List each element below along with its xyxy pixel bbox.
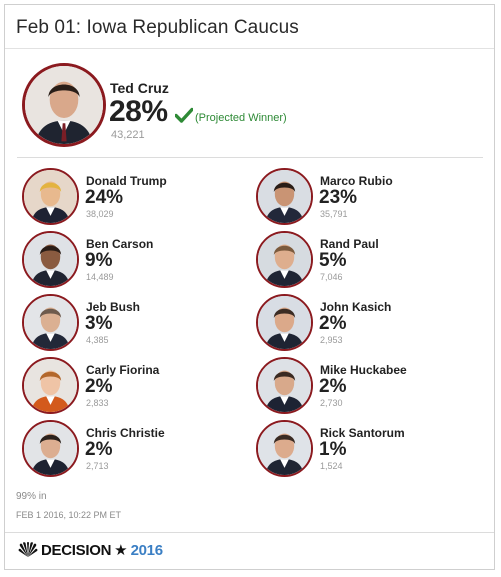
reporting-status: 99% in xyxy=(16,491,47,502)
candidate-votes: 4,385 xyxy=(86,335,109,345)
candidate-avatar xyxy=(256,168,313,225)
candidate-votes: 14,489 xyxy=(86,272,114,282)
divider xyxy=(17,157,483,158)
candidate-name: John Kasich xyxy=(320,300,392,314)
candidate-item: Marco Rubio 23% 35,791 xyxy=(256,168,486,230)
candidate-votes: 2,833 xyxy=(86,398,109,408)
brand-star: ★ xyxy=(114,542,128,559)
portrait-icon xyxy=(24,422,77,475)
portrait-icon xyxy=(258,422,311,475)
candidate-votes: 38,029 xyxy=(86,209,114,219)
portrait-icon xyxy=(258,359,311,412)
candidate-avatar xyxy=(256,294,313,351)
portrait-icon xyxy=(24,170,77,223)
winner-percent: 28% xyxy=(109,95,168,128)
candidate-name: Ben Carson xyxy=(86,237,154,251)
winner-avatar xyxy=(22,63,106,147)
candidate-percent: 2% xyxy=(85,376,113,397)
candidate-avatar xyxy=(22,294,79,351)
portrait-icon xyxy=(24,233,77,286)
candidate-avatar xyxy=(256,420,313,477)
candidate-votes: 1,524 xyxy=(320,461,343,471)
candidate-percent: 2% xyxy=(319,313,347,334)
candidate-item: Chris Christie 2% 2,713 xyxy=(22,420,252,482)
peacock-icon xyxy=(18,542,38,557)
candidate-name: Rick Santorum xyxy=(320,426,405,440)
portrait-icon xyxy=(258,296,311,349)
candidate-item: Carly Fiorina 2% 2,833 xyxy=(22,357,252,419)
portrait-icon xyxy=(258,170,311,223)
winner-votes: 43,221 xyxy=(111,129,145,141)
candidate-item: Ben Carson 9% 14,489 xyxy=(22,231,252,293)
candidate-avatar xyxy=(22,231,79,288)
candidate-percent: 2% xyxy=(85,439,113,460)
candidate-votes: 2,730 xyxy=(320,398,343,408)
brand-decision: DECISION xyxy=(41,541,112,559)
check-icon xyxy=(175,107,193,123)
candidate-item: Jeb Bush 3% 4,385 xyxy=(22,294,252,356)
portrait-icon xyxy=(24,359,77,412)
candidate-percent: 2% xyxy=(319,376,347,397)
candidate-name: Carly Fiorina xyxy=(86,363,160,377)
brand-year: 2016 xyxy=(130,541,163,559)
candidate-votes: 35,791 xyxy=(320,209,348,219)
candidate-percent: 3% xyxy=(85,313,113,334)
card-header: Feb 01: Iowa Republican Caucus xyxy=(5,5,494,49)
brand-footer: DECISION ★ 2016 xyxy=(17,540,163,560)
timestamp: FEB 1 2016, 10:22 PM ET xyxy=(16,510,122,520)
candidate-name: Donald Trump xyxy=(86,174,167,188)
candidate-avatar xyxy=(256,357,313,414)
footer-divider xyxy=(5,532,494,533)
portrait-icon xyxy=(24,296,77,349)
candidate-item: Rick Santorum 1% 1,524 xyxy=(256,420,486,482)
projected-winner-label: (Projected Winner) xyxy=(195,112,287,124)
candidate-name: Jeb Bush xyxy=(86,300,141,314)
candidate-item: Mike Huckabee 2% 2,730 xyxy=(256,357,486,419)
candidate-item: John Kasich 2% 2,953 xyxy=(256,294,486,356)
results-card: Feb 01: Iowa Republican Caucus Ted Cruz … xyxy=(4,4,495,570)
candidate-percent: 5% xyxy=(319,250,347,271)
candidate-percent: 9% xyxy=(85,250,113,271)
candidate-avatar xyxy=(22,168,79,225)
candidate-avatar xyxy=(22,420,79,477)
candidate-percent: 23% xyxy=(319,187,358,208)
page-title: Feb 01: Iowa Republican Caucus xyxy=(16,17,299,38)
candidate-votes: 2,713 xyxy=(86,461,109,471)
candidate-percent: 24% xyxy=(85,187,124,208)
portrait-icon xyxy=(258,233,311,286)
candidate-votes: 2,953 xyxy=(320,335,343,345)
candidate-item: Rand Paul 5% 7,046 xyxy=(256,231,486,293)
candidate-avatar xyxy=(256,231,313,288)
portrait-icon xyxy=(25,66,103,144)
candidate-votes: 7,046 xyxy=(320,272,343,282)
candidate-percent: 1% xyxy=(319,439,347,460)
candidate-avatar xyxy=(22,357,79,414)
candidate-name: Marco Rubio xyxy=(320,174,393,188)
candidate-name: Chris Christie xyxy=(86,426,165,440)
candidate-name: Rand Paul xyxy=(320,237,379,251)
winner-name: Ted Cruz xyxy=(110,80,169,96)
candidate-name: Mike Huckabee xyxy=(320,363,407,377)
candidate-item: Donald Trump 24% 38,029 xyxy=(22,168,252,230)
